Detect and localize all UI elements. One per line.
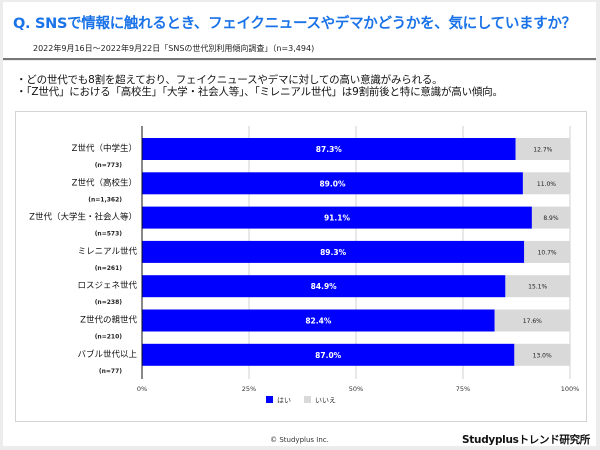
category-n: (n=210) [95,334,123,341]
x-tick-label: 75% [456,385,470,393]
main-content: ・どの世代でも8割を超えており、フェイクニュースやデマに対しての高い意識がみられ… [3,61,596,446]
bar-yes [142,343,515,366]
header: Q. SNSで情報に触れるとき、フェイクニュースやデマかどうかを、気にしています… [3,2,596,60]
bar-no [494,309,570,332]
category-label: Z世代（高校生） [72,177,137,188]
category-n: (n=573) [95,231,123,238]
bar-no-label: 8.9% [543,215,559,222]
bar-yes-label: 87.0% [315,351,342,360]
bar-yes-label: 91.1% [324,214,351,223]
legend-swatch-no [304,396,311,403]
survey-subtitle: 2022年9月16日～2022年9月22日「SNSの世代別利用傾向調査」（n=3… [33,44,315,53]
category-n: (n=238) [95,299,123,306]
category-n: (n=77) [99,368,122,375]
legend-label-yes: はい [277,397,291,405]
bar-yes [142,240,525,263]
bar-yes [142,309,495,332]
bullet-1: ・どの世代でも8割を超えており、フェイクニュースやデマに対しての高い意識がみられ… [16,74,443,86]
legend-swatch-yes [266,396,273,403]
category-n: (n=773) [95,162,123,169]
bar-yes [142,138,516,160]
bar-yes [142,275,506,298]
category-label: ロスジェネ世代 [77,280,137,291]
legend-label-no: いいえ [315,397,336,405]
bar-yes-label: 89.3% [320,248,347,257]
x-tick-label: 50% [349,385,363,393]
bar-yes-label: 89.0% [319,179,346,188]
brand-logo-text: Studyplusトレンド研究所 [462,434,590,446]
category-label: バブル世代以上 [77,349,137,360]
x-tick-label: 25% [242,385,256,393]
category-label: Z世代の親世代 [80,315,137,326]
x-tick-label: 0% [137,385,147,393]
bar-no-label: 17.6% [523,318,542,325]
bar-yes-label: 87.3% [316,145,343,154]
bar-no [522,172,570,195]
summary-bullets: ・どの世代でも8割を超えており、フェイクニュースやデマに対しての高い意識がみられ… [16,74,503,98]
bar-no [524,240,570,263]
bar-yes-label: 82.4% [305,317,332,326]
page-title: Q. SNSで情報に触れるとき、フェイクニュースやデマかどうかを、気にしています… [13,16,576,32]
category-label: ミレニアル世代 [78,246,138,257]
bar-no [531,206,570,229]
chart-panel: 0% 25% 50% 75% 100% 87.3% 12.7% Z世代（中学生） (n=773)… [15,111,587,422]
category-n: (n=261) [95,265,123,272]
copyright: © Studyplus Inc. [270,436,329,444]
bar-yes [142,172,523,195]
bar-no [515,138,570,160]
bar-no-label: 13.0% [533,352,552,359]
bullet-2: ・「Z世代」における「高校生」「大学・社会人等」、「ミレニアル世代」は9割前後と… [16,86,503,98]
bar-no-label: 15.1% [528,284,547,291]
bar-yes [142,206,532,229]
bar-yes-label: 84.9% [311,282,338,291]
bar-no-label: 12.7% [533,147,552,154]
bar-no [514,343,570,366]
bar-no-label: 10.7% [538,249,557,256]
category-label: Z世代（大学生・社会人等） [29,212,137,223]
x-tick-label: 100% [561,385,580,393]
category-n: (n=1,362) [88,196,122,203]
bar-no-label: 11.0% [537,181,556,188]
stacked-bar-chart: 0% 25% 50% 75% 100% 87.3% 12.7% Z世代（中学生） (n=773)… [29,126,580,405]
category-label: Z世代（中学生） [72,143,137,154]
bar-no [505,275,570,298]
